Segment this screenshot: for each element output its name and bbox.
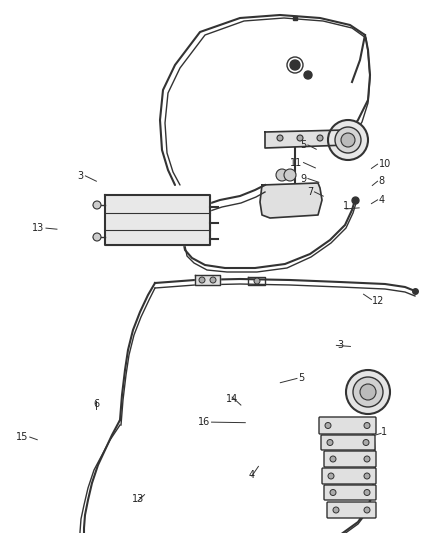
Polygon shape — [265, 130, 347, 148]
Text: 12: 12 — [372, 296, 385, 306]
FancyBboxPatch shape — [321, 435, 375, 450]
Circle shape — [346, 370, 390, 414]
Circle shape — [341, 133, 355, 147]
FancyBboxPatch shape — [319, 417, 376, 434]
Circle shape — [333, 507, 339, 513]
Circle shape — [317, 135, 323, 141]
Circle shape — [364, 473, 370, 479]
Text: 5: 5 — [298, 374, 304, 383]
Text: 13: 13 — [132, 494, 144, 504]
Text: 13: 13 — [32, 223, 44, 233]
Circle shape — [325, 423, 331, 429]
Circle shape — [364, 423, 370, 429]
Text: 14: 14 — [226, 394, 238, 405]
Circle shape — [364, 456, 370, 462]
Text: 9: 9 — [300, 174, 307, 183]
Polygon shape — [260, 183, 322, 218]
Circle shape — [93, 201, 101, 209]
Circle shape — [254, 278, 260, 284]
Circle shape — [364, 489, 370, 496]
Circle shape — [330, 489, 336, 496]
Circle shape — [277, 135, 283, 141]
Text: 7: 7 — [307, 187, 313, 197]
Circle shape — [327, 440, 333, 446]
FancyBboxPatch shape — [324, 451, 376, 467]
Circle shape — [290, 60, 300, 70]
Text: 11: 11 — [290, 158, 302, 167]
Text: 3: 3 — [337, 341, 343, 350]
Circle shape — [360, 384, 376, 400]
Circle shape — [335, 127, 361, 153]
Circle shape — [364, 507, 370, 513]
Circle shape — [363, 440, 369, 446]
Circle shape — [210, 277, 216, 283]
Text: 1: 1 — [343, 200, 349, 211]
Circle shape — [330, 456, 336, 462]
FancyBboxPatch shape — [324, 485, 376, 500]
FancyBboxPatch shape — [327, 502, 376, 518]
Text: 16: 16 — [198, 417, 210, 427]
Circle shape — [276, 169, 288, 181]
Text: 3: 3 — [77, 171, 83, 181]
Circle shape — [328, 473, 334, 479]
Text: 10: 10 — [379, 159, 391, 169]
Text: 5: 5 — [300, 140, 307, 150]
Circle shape — [328, 120, 368, 160]
Text: 1: 1 — [381, 427, 387, 437]
Polygon shape — [105, 195, 210, 245]
Circle shape — [297, 135, 303, 141]
Circle shape — [93, 233, 101, 241]
Text: 6: 6 — [93, 399, 99, 409]
Circle shape — [353, 377, 383, 407]
FancyBboxPatch shape — [322, 468, 376, 484]
Text: 4: 4 — [249, 470, 255, 480]
Text: 8: 8 — [379, 176, 385, 186]
Circle shape — [304, 71, 312, 79]
Circle shape — [284, 169, 296, 181]
Text: 4: 4 — [379, 195, 385, 205]
Text: 15: 15 — [16, 432, 28, 442]
Circle shape — [199, 277, 205, 283]
Polygon shape — [195, 275, 220, 285]
